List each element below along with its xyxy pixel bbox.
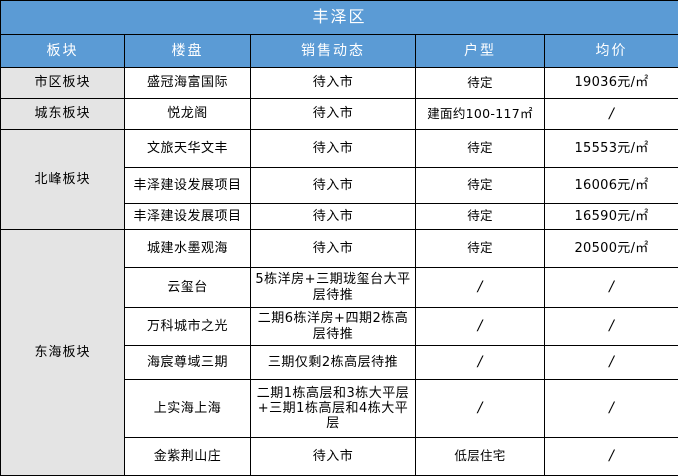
column-header-unit: 户型 — [416, 35, 545, 68]
table-row: 城东板块 悦龙阁 待入市 建面约100-117㎡ / — [1, 99, 678, 130]
cell-project: 城建水墨观海 — [125, 230, 251, 268]
cell-status: 二期6栋洋房+四期2栋高层待推 — [251, 308, 416, 346]
cell-price: / — [545, 308, 678, 346]
column-header-project: 楼盘 — [125, 35, 251, 68]
column-header-status: 销售动态 — [251, 35, 416, 68]
cell-price: / — [545, 268, 678, 308]
cell-project: 云玺台 — [125, 268, 251, 308]
cell-project: 悦龙阁 — [125, 99, 251, 130]
cell-project: 丰泽建设发展项目 — [125, 168, 251, 204]
cell-project: 海宸尊域三期 — [125, 346, 251, 380]
cell-sector: 城东板块 — [1, 99, 125, 130]
cell-status: 三期仅剩2栋高层待推 — [251, 346, 416, 380]
table-row: 北峰板块 文旅天华文丰 待入市 待定 15553元/㎡ — [1, 130, 678, 168]
cell-status: 5栋洋房+三期珑玺台大平层待推 — [251, 268, 416, 308]
cell-status: 待入市 — [251, 168, 416, 204]
cell-unit: 待定 — [416, 204, 545, 230]
cell-price: / — [545, 380, 678, 438]
cell-price: 15553元/㎡ — [545, 130, 678, 168]
cell-project: 文旅天华文丰 — [125, 130, 251, 168]
cell-status: 待入市 — [251, 230, 416, 268]
cell-unit: 待定 — [416, 68, 545, 99]
page-title: 丰泽区 — [1, 1, 678, 35]
cell-status: 待入市 — [251, 130, 416, 168]
cell-unit: 待定 — [416, 168, 545, 204]
cell-unit: 待定 — [416, 230, 545, 268]
cell-unit: 建面约100-117㎡ — [416, 99, 545, 130]
cell-status: 待入市 — [251, 204, 416, 230]
table-header-row: 板块 楼盘 销售动态 户型 均价 — [1, 35, 678, 68]
cell-price: / — [545, 438, 678, 476]
column-header-price: 均价 — [545, 35, 678, 68]
cell-project: 上实海上海 — [125, 380, 251, 438]
cell-sector: 市区板块 — [1, 68, 125, 99]
cell-project: 盛冠海富国际 — [125, 68, 251, 99]
table-row: 市区板块 盛冠海富国际 待入市 待定 19036元/㎡ — [1, 68, 678, 99]
cell-price: / — [545, 346, 678, 380]
cell-price: / — [545, 99, 678, 130]
cell-status: 待入市 — [251, 68, 416, 99]
cell-unit: / — [416, 308, 545, 346]
cell-unit: / — [416, 268, 545, 308]
cell-status: 待入市 — [251, 438, 416, 476]
cell-price: 20500元/㎡ — [545, 230, 678, 268]
cell-sector: 东海板块 — [1, 230, 125, 476]
cell-project: 丰泽建设发展项目 — [125, 204, 251, 230]
cell-status: 二期1栋高层和3栋大平层+三期1栋高层和4栋大平层 — [251, 380, 416, 438]
cell-price: 16006元/㎡ — [545, 168, 678, 204]
cell-price: 16590元/㎡ — [545, 204, 678, 230]
cell-project: 万科城市之光 — [125, 308, 251, 346]
table-title-row: 丰泽区 — [1, 1, 678, 35]
cell-unit: / — [416, 346, 545, 380]
cell-price: 19036元/㎡ — [545, 68, 678, 99]
cell-status: 待入市 — [251, 99, 416, 130]
cell-unit: 待定 — [416, 130, 545, 168]
table-row: 东海板块 城建水墨观海 待入市 待定 20500元/㎡ — [1, 230, 678, 268]
cell-unit: / — [416, 380, 545, 438]
cell-sector: 北峰板块 — [1, 130, 125, 230]
cell-project: 金紫荆山庄 — [125, 438, 251, 476]
column-header-sector: 板块 — [1, 35, 125, 68]
cell-unit: 低层住宅 — [416, 438, 545, 476]
